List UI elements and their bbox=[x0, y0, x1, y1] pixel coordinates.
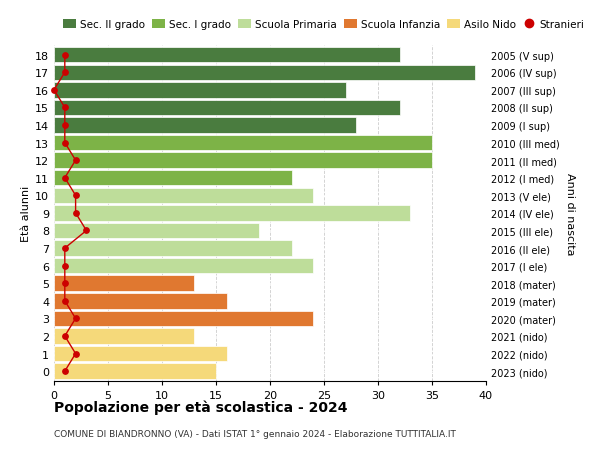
Point bbox=[60, 105, 70, 112]
Bar bbox=[54, 83, 346, 98]
Point bbox=[60, 297, 70, 305]
Point bbox=[60, 245, 70, 252]
Point bbox=[71, 315, 80, 322]
Bar bbox=[54, 171, 292, 186]
Bar bbox=[54, 346, 227, 362]
Point bbox=[71, 210, 80, 217]
Bar bbox=[54, 65, 475, 81]
Point bbox=[60, 140, 70, 147]
Y-axis label: Anni di nascita: Anni di nascita bbox=[565, 172, 575, 255]
Bar bbox=[54, 276, 194, 291]
Bar bbox=[54, 118, 356, 134]
Bar bbox=[54, 101, 400, 116]
Point bbox=[60, 69, 70, 77]
Bar bbox=[54, 364, 216, 379]
Bar bbox=[54, 258, 313, 274]
Point bbox=[71, 192, 80, 200]
Bar bbox=[54, 206, 410, 221]
Bar bbox=[54, 48, 400, 63]
Bar bbox=[54, 241, 292, 256]
Point bbox=[71, 157, 80, 164]
Bar bbox=[54, 223, 259, 239]
Bar bbox=[54, 293, 227, 309]
Point bbox=[60, 52, 70, 59]
Point bbox=[60, 333, 70, 340]
Point bbox=[60, 368, 70, 375]
Point bbox=[60, 122, 70, 129]
Point bbox=[82, 227, 91, 235]
Bar bbox=[54, 329, 194, 344]
Text: COMUNE DI BIANDRONNO (VA) - Dati ISTAT 1° gennaio 2024 - Elaborazione TUTTITALIA: COMUNE DI BIANDRONNO (VA) - Dati ISTAT 1… bbox=[54, 429, 456, 438]
Y-axis label: Età alunni: Età alunni bbox=[21, 185, 31, 241]
Point bbox=[49, 87, 59, 94]
Bar bbox=[54, 135, 432, 151]
Legend: Sec. II grado, Sec. I grado, Scuola Primaria, Scuola Infanzia, Asilo Nido, Stran: Sec. II grado, Sec. I grado, Scuola Prim… bbox=[59, 16, 589, 34]
Point bbox=[60, 280, 70, 287]
Point bbox=[60, 175, 70, 182]
Bar bbox=[54, 188, 313, 204]
Bar bbox=[54, 311, 313, 326]
Text: Popolazione per età scolastica - 2024: Popolazione per età scolastica - 2024 bbox=[54, 399, 347, 414]
Bar bbox=[54, 153, 432, 168]
Point bbox=[71, 350, 80, 358]
Point bbox=[60, 263, 70, 270]
